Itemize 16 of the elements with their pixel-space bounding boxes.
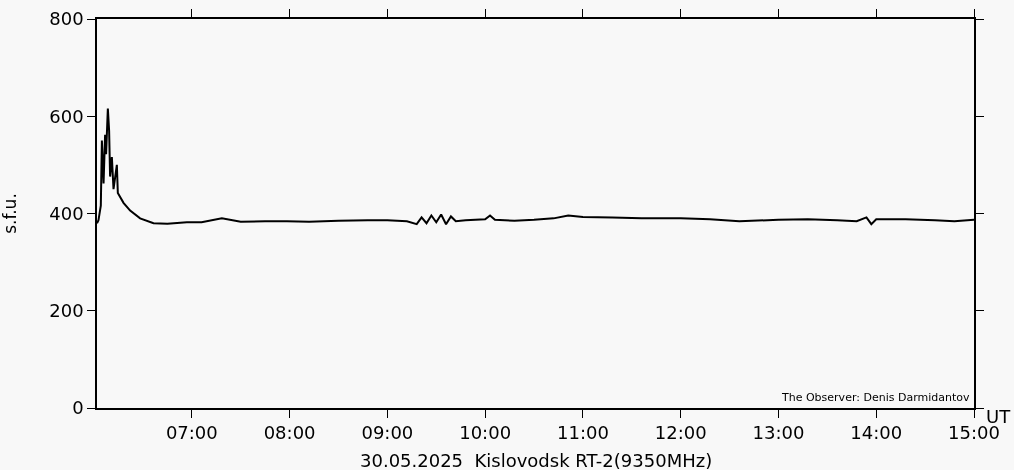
x-tick-label: 08:00 (263, 422, 316, 444)
x-tick-label: 14:00 (850, 422, 903, 444)
x-tick-label: 11:00 (556, 422, 609, 444)
x-tick-label: 12:00 (654, 422, 707, 444)
y-tick-label: 0 (72, 397, 84, 419)
y-tick-label: 800 (49, 8, 84, 30)
y-tick-label: 400 (49, 202, 84, 224)
x-tick-label: 07:00 (165, 422, 218, 444)
y-tick-label: 600 (49, 105, 84, 127)
annotation: The Observer: Denis Darmidantov (781, 391, 970, 404)
x-tick-label: 13:00 (752, 422, 805, 444)
x-tick-label: 10:00 (459, 422, 512, 444)
y-axis-title: s.f.u. (0, 193, 21, 234)
text: 30.05.2025 Kislovodsk RT-2(9350MHz) (360, 450, 713, 470)
x-tick-label: 09:00 (361, 422, 414, 444)
y-tick-label: 200 (49, 300, 84, 322)
